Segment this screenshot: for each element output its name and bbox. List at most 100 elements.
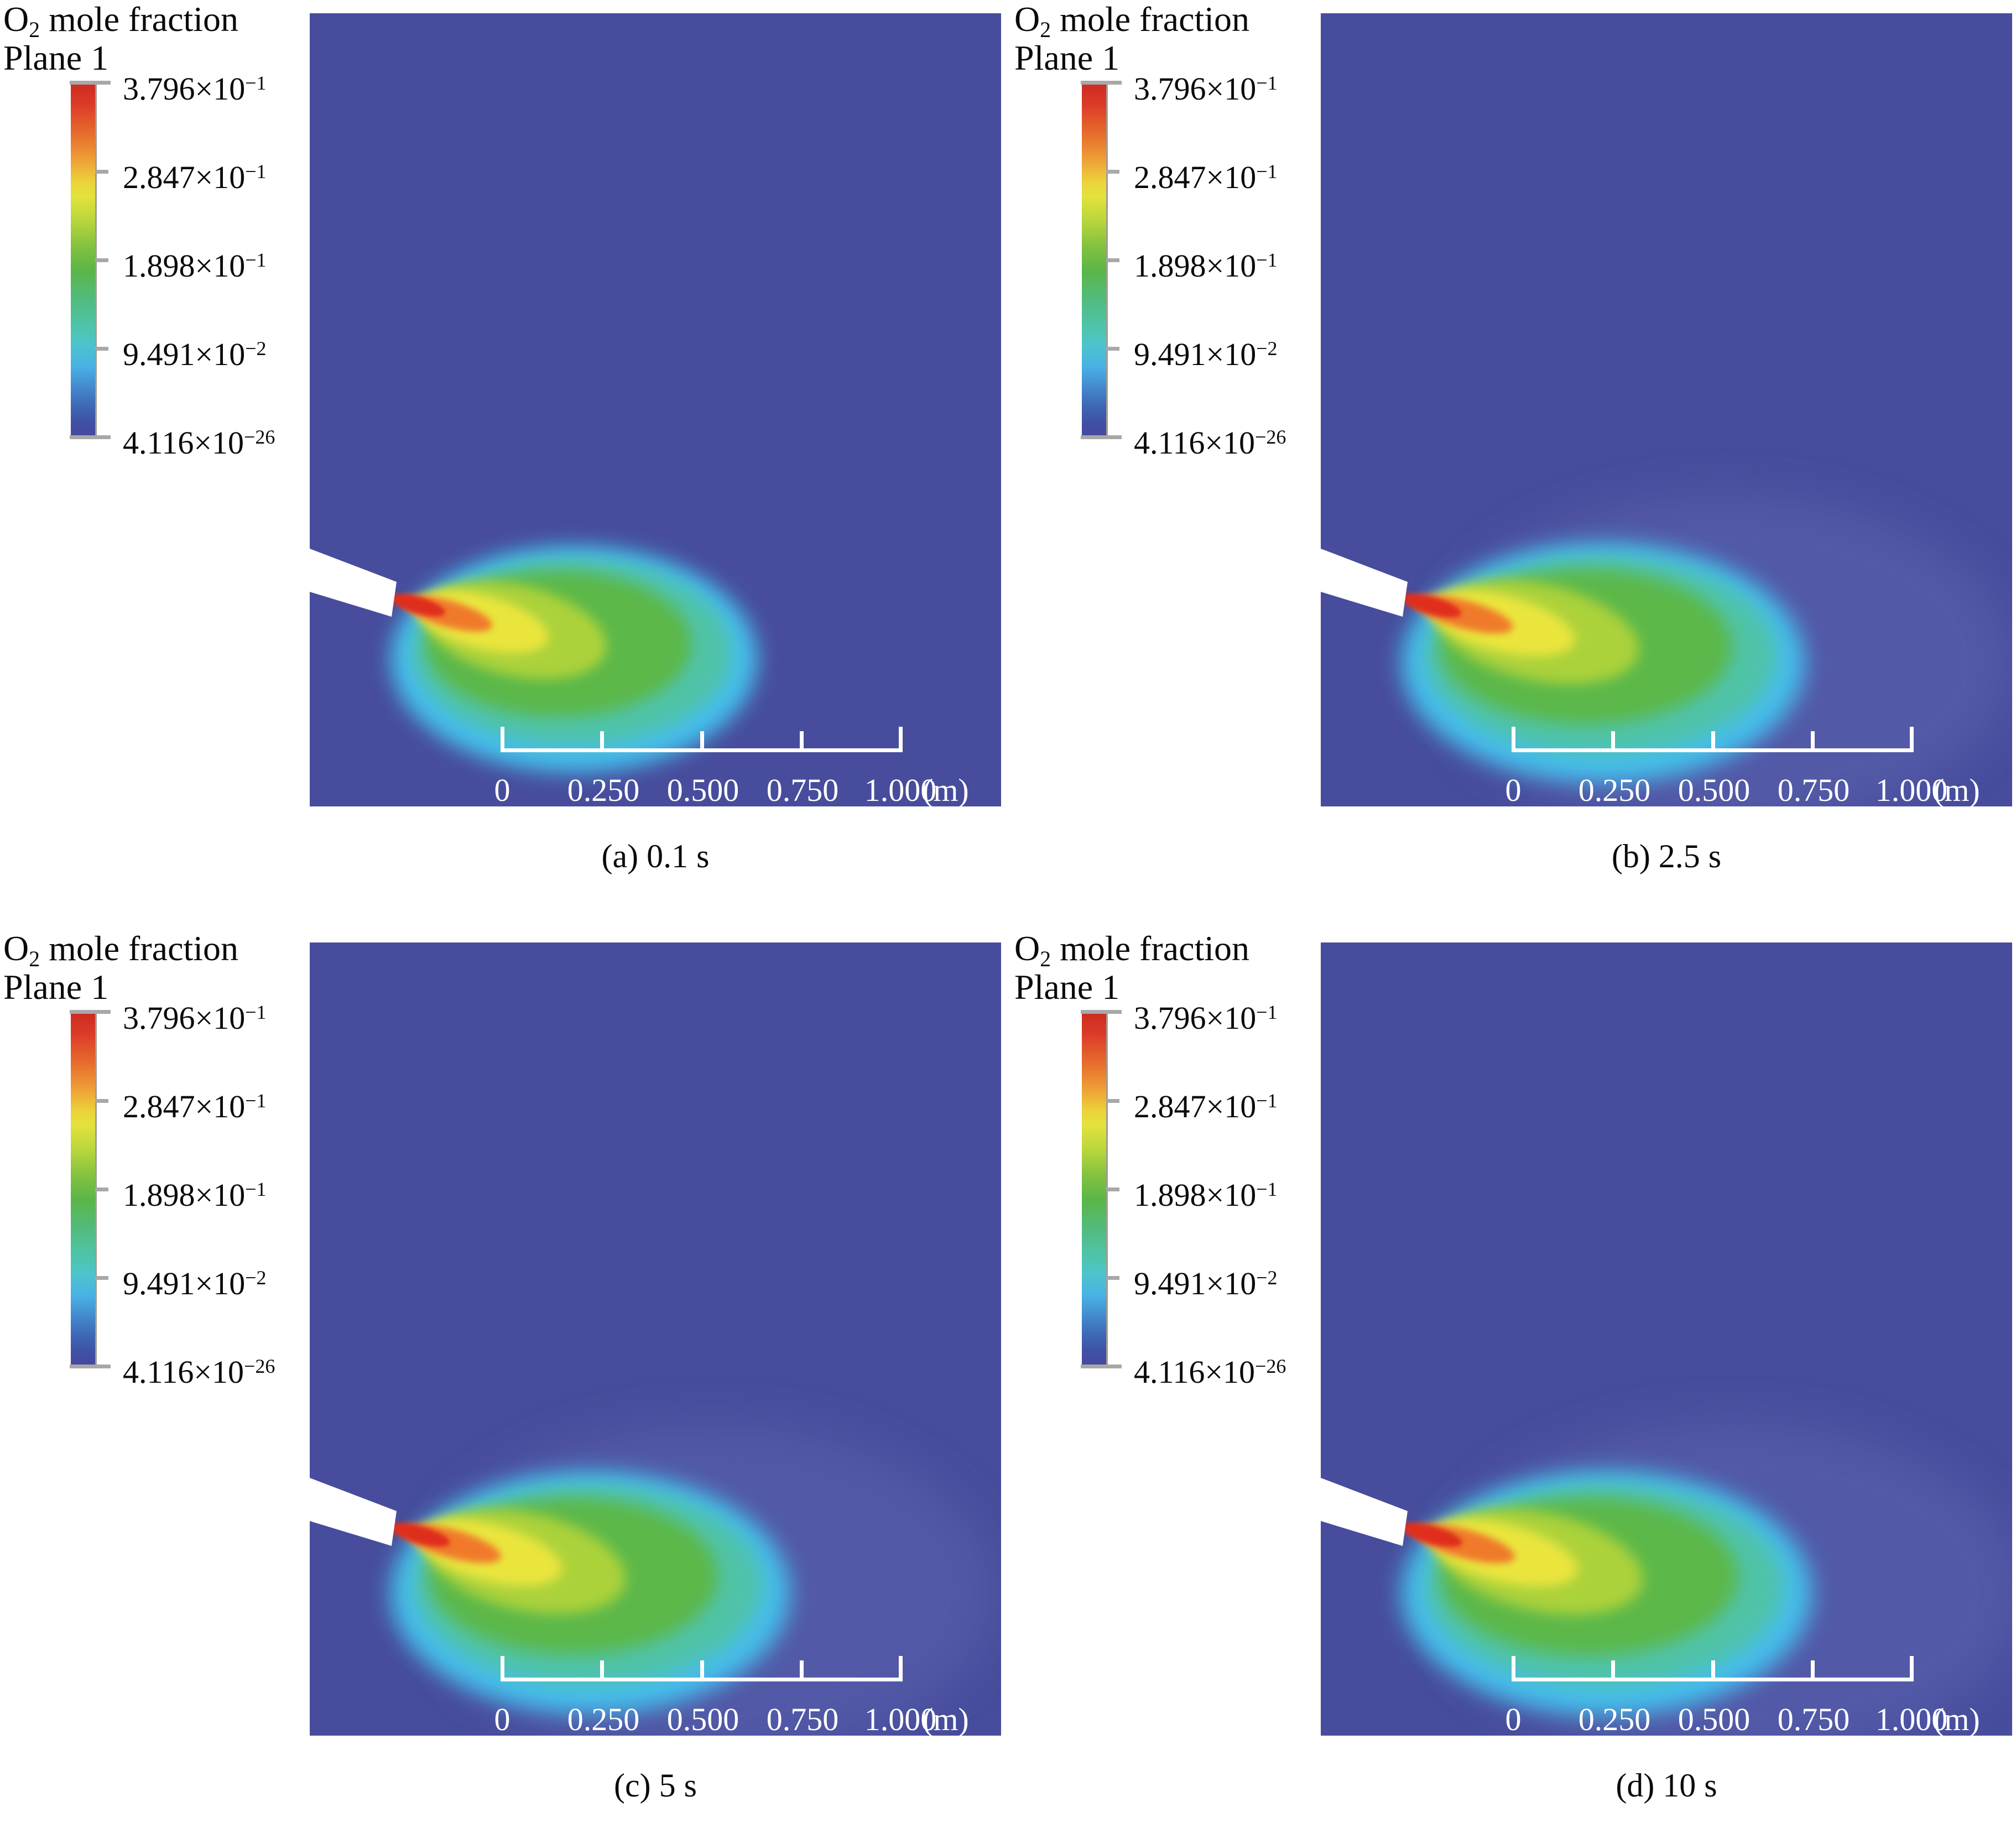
colorbar-tick-label: 2.847×10−1 [1134, 152, 1333, 195]
species-symbol: O [3, 0, 29, 39]
colorbar-top-cap [70, 81, 111, 85]
ruler-tick [899, 727, 903, 752]
legend-title: O2 mole fraction [1014, 0, 1249, 49]
colorbar-top-cap [70, 1010, 111, 1014]
colorbar-tick [1106, 1188, 1119, 1191]
colorbar-tick [95, 1276, 108, 1280]
panel-caption-b: (b) 2.5 s [1611, 838, 1722, 874]
nozzle [310, 1478, 397, 1546]
ruler-tick [1512, 1656, 1515, 1681]
legend-plane-label: Plane 1 [1014, 38, 1120, 77]
ruler-label: 1.000 [864, 1701, 937, 1736]
scale-ruler: 0 0.250 0.500 0.750 1.000 (m) [1506, 727, 1980, 806]
ruler-tick [1512, 727, 1515, 752]
tick-exponent: −1 [1256, 249, 1278, 271]
ruler-label: 0.500 [667, 1701, 739, 1736]
ruler-tick [1811, 731, 1815, 752]
plume-red-core [389, 593, 446, 617]
colorbar-tick-label: 3.796×10−1 [1134, 993, 1333, 1036]
species-symbol: O [3, 929, 29, 968]
species-subscript: 2 [1040, 947, 1051, 972]
tick-mantissa: 1.898×10 [123, 247, 246, 284]
ruler-label: 0.750 [1778, 1701, 1850, 1736]
tick-exponent: −1 [1256, 1090, 1278, 1112]
ruler-label: 0.250 [1579, 772, 1651, 806]
ruler-label: 1.000 [1876, 1701, 1948, 1736]
panel-caption-d: (d) 10 s [1616, 1767, 1717, 1804]
tick-exponent: −2 [245, 337, 267, 360]
ruler-label: 0.500 [1678, 772, 1751, 806]
panel-caption-c: (c) 5 s [614, 1767, 697, 1804]
legend-title-rest: mole fraction [40, 929, 239, 968]
colorbar-bottom-cap [1081, 1365, 1122, 1368]
colorbar-bottom-cap [1081, 435, 1122, 439]
colorbar-tick-label: 2.847×10−1 [123, 1081, 322, 1124]
ruler-label: 0 [1506, 772, 1522, 806]
nozzle [1321, 1478, 1408, 1546]
colorbar-tick-label: 2.847×10−1 [1134, 1081, 1333, 1124]
colorbar-tick [1106, 1276, 1119, 1280]
tick-exponent: −1 [1256, 160, 1278, 183]
ruler-unit: (m) [1934, 1701, 1980, 1736]
ruler-tick [800, 1660, 804, 1681]
ruler-label: 0 [494, 772, 510, 806]
species-subscript: 2 [29, 947, 40, 972]
colorbar-tick-label: 4.116×10−26 [123, 1347, 322, 1390]
ruler-tick [1811, 1660, 1815, 1681]
o2-jet-plume [389, 1422, 996, 1736]
tick-mantissa: 1.898×10 [1134, 1176, 1257, 1213]
tick-exponent: −1 [245, 1001, 267, 1023]
colorbar-tick [1106, 170, 1119, 174]
ruler-tick [1711, 1660, 1715, 1681]
tick-mantissa: 1.898×10 [1134, 247, 1257, 284]
colorbar-tick [95, 1099, 108, 1103]
colorbar [1081, 81, 1122, 439]
tick-mantissa: 2.847×10 [123, 159, 246, 195]
colorbar-tick [95, 1188, 108, 1191]
colorbar-tick-label: 4.116×10−26 [123, 418, 322, 461]
colorbar-tick-label: 1.898×10−1 [123, 1170, 322, 1213]
tick-exponent: −1 [245, 160, 267, 183]
legend-title: O2 mole fraction [3, 929, 238, 978]
tick-exponent: −2 [1256, 337, 1278, 360]
tick-exponent: −1 [245, 1090, 267, 1112]
colorbar-tick-label: 9.491×10−2 [1134, 1258, 1333, 1301]
legend-title-rest: mole fraction [1051, 929, 1250, 968]
species-symbol: O [1014, 0, 1040, 39]
contour-plot-d: 0 0.250 0.500 0.750 1.000 (m) [1321, 942, 2012, 1736]
colorbar-tick [1106, 258, 1119, 262]
ruler-unit: (m) [923, 772, 969, 806]
colorbar-tick-label: 3.796×10−1 [123, 993, 322, 1036]
colorbar-tick-label: 3.796×10−1 [1134, 64, 1333, 107]
colorbar-tick-label: 9.491×10−2 [123, 329, 322, 372]
tick-mantissa: 4.116×10 [1134, 1353, 1256, 1390]
colorbar-tick-label: 1.898×10−1 [1134, 241, 1333, 284]
tick-exponent: −26 [1255, 1355, 1286, 1377]
tick-exponent: −2 [1256, 1267, 1278, 1289]
scale-ruler: 0 0.250 0.500 0.750 1.000 (m) [494, 727, 969, 806]
ruler-tick [1611, 1660, 1615, 1681]
ruler-tick [1711, 731, 1715, 752]
tick-exponent: −1 [245, 72, 267, 94]
ruler-label: 0 [1506, 1701, 1522, 1736]
tick-exponent: −1 [1256, 72, 1278, 94]
ruler-tick [899, 1656, 903, 1681]
ruler-label: 1.000 [1876, 772, 1948, 806]
colorbar [70, 81, 111, 439]
panel-caption-a: (a) 0.1 s [601, 838, 710, 874]
colorbar-bottom-cap [70, 1365, 111, 1368]
plume-red-core [1400, 593, 1462, 618]
tick-exponent: −1 [1256, 1178, 1278, 1200]
species-subscript: 2 [29, 18, 40, 43]
panel-b: O2 mole fraction Plane 1 3.796×10−1 2.84… [1011, 0, 2016, 913]
panel-a: O2 mole fraction Plane 1 3.796×10−1 2.84… [0, 0, 1005, 913]
colorbar-tick-label: 3.796×10−1 [123, 64, 322, 107]
tick-mantissa: 4.116×10 [123, 1353, 244, 1390]
tick-exponent: −1 [1256, 1001, 1278, 1023]
colorbar-bottom-cap [70, 435, 111, 439]
tick-exponent: −26 [244, 426, 275, 448]
colorbar-tick [95, 258, 108, 262]
species-subscript: 2 [1040, 18, 1051, 43]
colorbar-top-cap [1081, 81, 1122, 85]
